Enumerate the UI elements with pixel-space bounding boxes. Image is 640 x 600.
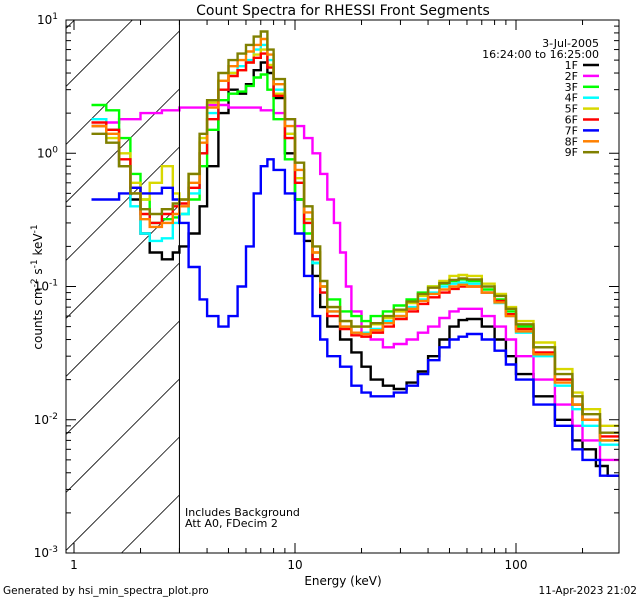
y-tick-label: 10-2 xyxy=(34,412,58,427)
y-label-main: counts cm xyxy=(31,287,45,349)
y-tick-base: 10 xyxy=(34,280,49,294)
y-tick-exponent: -3 xyxy=(49,545,58,555)
y-axis-label: counts cm-2 s-1 keV-1 xyxy=(30,224,45,349)
y-tick-base: 10 xyxy=(37,13,52,27)
x-tick-label: 100 xyxy=(505,558,528,572)
legend-label-9f: 9F xyxy=(565,146,578,159)
hatch-line xyxy=(65,19,75,29)
series-line-7f xyxy=(91,158,619,477)
hatch-line xyxy=(65,320,180,435)
footer-timestamp: 11-Apr-2023 21:02 xyxy=(538,585,637,597)
legend-label-4f: 4F xyxy=(565,92,578,105)
y-tick-exponent: -2 xyxy=(49,412,58,422)
y-tick-base: 10 xyxy=(34,546,49,560)
axis-ticks xyxy=(66,20,619,554)
hatch-line xyxy=(65,378,180,493)
hatch-line xyxy=(65,436,180,551)
series-line-3f xyxy=(91,73,619,442)
y-tick-label: 10-1 xyxy=(34,279,58,294)
x-axis-label: Energy (keV) xyxy=(304,574,381,588)
y-label-kev: keV xyxy=(31,233,45,260)
legend-label-3f: 3F xyxy=(565,81,578,94)
y-tick-base: 10 xyxy=(37,146,52,160)
series-layer xyxy=(91,30,619,477)
y-tick-exponent: -1 xyxy=(49,279,58,289)
hatch-line xyxy=(65,30,180,145)
y-tick-base: 10 xyxy=(34,413,49,427)
legend-label-1f: 1F xyxy=(565,59,578,72)
annotation-attenuator: Att A0, FDecim 2 xyxy=(185,517,278,530)
hatch-line xyxy=(65,88,180,203)
x-tick-labels: 1 10 100 xyxy=(70,558,527,572)
time-range-label: 16:24:00 to 16:25:00 xyxy=(482,48,599,61)
x-tick-label: 10 xyxy=(287,558,302,572)
legend-label-5f: 5F xyxy=(565,103,578,116)
y-tick-label: 100 xyxy=(37,145,58,160)
y-label-exp-cm: -2 xyxy=(30,278,40,287)
hatch-line xyxy=(65,262,180,377)
y-tick-label: 10-3 xyxy=(34,545,58,560)
chart-title: Count Spectra for RHESSI Front Segments xyxy=(196,3,490,19)
hatch-line xyxy=(65,19,133,87)
plot-frame xyxy=(65,19,620,554)
y-label-s: s xyxy=(31,268,45,278)
y-tick-exponent: 1 xyxy=(52,12,58,22)
y-tick-exponent: 0 xyxy=(52,145,58,155)
series-line-1f xyxy=(91,61,619,477)
annotation-background: Includes Background xyxy=(185,506,300,519)
legend-label-8f: 8F xyxy=(565,135,578,148)
legend-label-2f: 2F xyxy=(565,70,578,83)
series-line-2f xyxy=(91,103,619,462)
excluded-region-hatch xyxy=(65,19,180,554)
x-tick-label: 1 xyxy=(70,558,78,572)
hatch-line xyxy=(65,146,180,261)
series-line-6f xyxy=(91,52,619,438)
y-label-exp-s: -1 xyxy=(30,259,40,268)
legend-label-7f: 7F xyxy=(565,124,578,137)
legend-label-6f: 6F xyxy=(565,114,578,127)
series-line-9f xyxy=(91,30,619,434)
series-line-4f xyxy=(91,43,619,446)
date-label: 3-Jul-2005 xyxy=(542,37,599,50)
hatch-line xyxy=(121,494,180,554)
footer-generated-by: Generated by hsi_min_spectra_plot.pro xyxy=(3,585,209,597)
y-tick-label: 101 xyxy=(37,12,58,27)
y-label-exp-kev: -1 xyxy=(30,224,40,233)
